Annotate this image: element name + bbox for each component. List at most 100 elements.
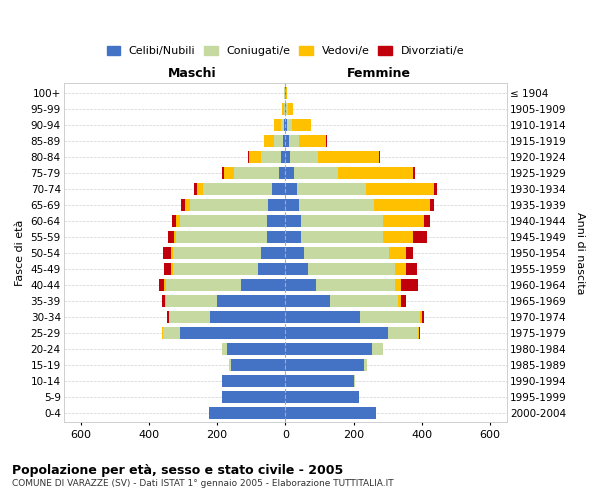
Bar xyxy=(299,134,326,147)
Bar xyxy=(222,374,286,387)
Bar xyxy=(266,230,286,243)
Bar xyxy=(406,246,413,259)
Bar xyxy=(294,166,338,179)
Bar xyxy=(365,182,434,195)
Bar xyxy=(278,166,286,179)
Bar xyxy=(229,358,231,371)
Bar xyxy=(388,326,418,339)
Bar xyxy=(288,102,293,115)
Bar xyxy=(258,262,286,275)
Bar xyxy=(274,134,283,147)
Bar xyxy=(185,198,190,211)
Bar xyxy=(286,310,361,323)
Bar xyxy=(284,102,286,115)
Bar xyxy=(241,278,286,291)
Bar xyxy=(167,230,175,243)
Bar xyxy=(169,310,210,323)
Bar xyxy=(272,182,286,195)
Bar xyxy=(353,374,355,387)
Bar xyxy=(286,406,376,419)
Bar xyxy=(266,214,286,227)
Bar xyxy=(316,278,395,291)
Bar xyxy=(373,342,383,355)
Bar xyxy=(282,102,284,115)
Bar xyxy=(308,262,395,275)
Bar xyxy=(395,262,406,275)
Bar xyxy=(389,246,406,259)
Bar xyxy=(292,118,311,131)
Bar xyxy=(286,118,287,131)
Bar xyxy=(274,118,281,131)
Bar xyxy=(434,182,437,195)
Bar xyxy=(171,246,173,259)
Bar xyxy=(179,326,286,339)
Bar xyxy=(287,118,292,131)
Bar xyxy=(172,214,176,227)
Bar xyxy=(418,326,419,339)
Bar xyxy=(383,230,413,243)
Bar xyxy=(383,214,424,227)
Bar xyxy=(301,230,383,243)
Bar xyxy=(284,118,286,131)
Bar xyxy=(284,86,286,99)
Text: Popolazione per età, sesso e stato civile - 2005: Popolazione per età, sesso e stato civil… xyxy=(12,464,343,477)
Bar xyxy=(286,182,298,195)
Bar xyxy=(175,230,176,243)
Bar xyxy=(286,230,301,243)
Bar xyxy=(286,342,373,355)
Bar xyxy=(264,134,274,147)
Bar xyxy=(286,374,353,387)
Bar xyxy=(179,214,266,227)
Y-axis label: Fasce di età: Fasce di età xyxy=(15,220,25,286)
Bar xyxy=(286,246,304,259)
Bar xyxy=(164,262,171,275)
Legend: Celibi/Nubili, Coniugati/e, Vedovi/e, Divorziati/e: Celibi/Nubili, Coniugati/e, Vedovi/e, Di… xyxy=(102,42,469,61)
Bar xyxy=(190,198,268,211)
Bar xyxy=(234,166,278,179)
Bar xyxy=(430,198,434,211)
Bar xyxy=(171,262,173,275)
Bar xyxy=(222,342,227,355)
Bar xyxy=(286,358,364,371)
Bar xyxy=(210,310,286,323)
Bar xyxy=(166,294,217,307)
Bar xyxy=(162,294,165,307)
Bar xyxy=(209,406,286,419)
Bar xyxy=(248,150,249,163)
Bar xyxy=(221,374,222,387)
Bar xyxy=(338,166,413,179)
Bar xyxy=(286,134,289,147)
Bar xyxy=(165,294,166,307)
Bar xyxy=(289,134,299,147)
Bar xyxy=(330,294,398,307)
Bar xyxy=(318,150,379,163)
Bar xyxy=(286,150,290,163)
Bar xyxy=(227,342,286,355)
Bar xyxy=(222,166,224,179)
Bar xyxy=(261,150,281,163)
Bar xyxy=(398,294,401,307)
Bar xyxy=(283,134,286,147)
Bar xyxy=(173,246,262,259)
Bar xyxy=(374,198,430,211)
Bar xyxy=(197,182,203,195)
Bar xyxy=(194,182,197,195)
Bar xyxy=(422,310,424,323)
Bar xyxy=(286,294,330,307)
Bar xyxy=(413,166,415,179)
Bar xyxy=(379,150,380,163)
Bar xyxy=(231,358,286,371)
Bar xyxy=(406,262,417,275)
Bar xyxy=(290,150,318,163)
Text: Maschi: Maschi xyxy=(168,67,217,80)
Bar xyxy=(286,214,301,227)
Bar xyxy=(203,182,272,195)
Bar xyxy=(361,310,420,323)
Bar xyxy=(286,86,287,99)
Y-axis label: Anni di nascita: Anni di nascita xyxy=(575,212,585,294)
Bar xyxy=(413,230,427,243)
Text: COMUNE DI VARAZZE (SV) - Dati ISTAT 1° gennaio 2005 - Elaborazione TUTTITALIA.IT: COMUNE DI VARAZZE (SV) - Dati ISTAT 1° g… xyxy=(12,479,394,488)
Bar xyxy=(281,150,286,163)
Bar xyxy=(224,166,234,179)
Bar xyxy=(262,246,286,259)
